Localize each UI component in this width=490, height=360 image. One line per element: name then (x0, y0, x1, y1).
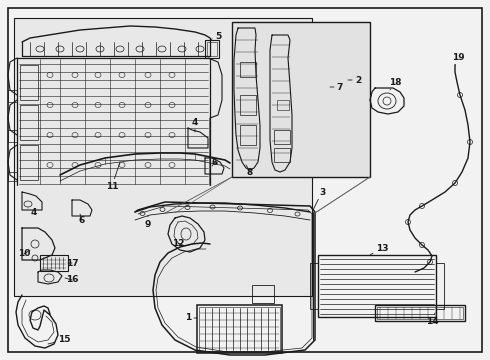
Bar (232, 22, 370, 177)
Text: 19: 19 (452, 53, 465, 65)
Bar (14, 18, 312, 296)
Text: 7: 7 (330, 82, 343, 91)
Bar (8, 90, 17, 102)
Text: 9: 9 (145, 216, 151, 229)
Text: 6: 6 (212, 158, 218, 166)
Text: 18: 18 (389, 77, 401, 90)
Bar (277, 100, 289, 110)
Text: 15: 15 (48, 336, 70, 345)
Bar (310, 263, 318, 309)
Text: 1: 1 (185, 314, 197, 323)
Text: 4: 4 (192, 117, 198, 132)
Text: 14: 14 (426, 313, 439, 327)
Text: 16: 16 (65, 275, 78, 284)
Text: 2: 2 (348, 76, 361, 85)
Bar (197, 305, 282, 353)
Text: 11: 11 (106, 162, 120, 190)
Bar (8, 130, 17, 142)
Bar (40, 255, 68, 271)
Bar (240, 62, 256, 77)
Bar (240, 125, 256, 145)
Bar (199, 307, 280, 351)
Text: 12: 12 (172, 239, 184, 248)
Text: 13: 13 (370, 243, 388, 255)
Bar (252, 285, 274, 303)
Bar (20, 145, 38, 180)
Text: 4: 4 (28, 207, 37, 216)
Bar (20, 65, 38, 100)
Bar (274, 130, 290, 144)
Bar (8, 172, 17, 181)
Bar (274, 148, 290, 162)
Bar (240, 95, 256, 115)
Text: 6: 6 (79, 214, 85, 225)
Bar (377, 307, 463, 319)
Text: 3: 3 (313, 188, 325, 210)
Text: 8: 8 (246, 165, 253, 176)
Bar (436, 263, 444, 309)
Bar (205, 40, 219, 58)
Bar (318, 255, 436, 317)
Bar (207, 42, 217, 56)
Text: 10: 10 (18, 249, 30, 258)
Text: 5: 5 (210, 32, 221, 41)
Text: 17: 17 (66, 258, 78, 267)
Bar (20, 105, 38, 140)
Bar (375, 305, 465, 321)
